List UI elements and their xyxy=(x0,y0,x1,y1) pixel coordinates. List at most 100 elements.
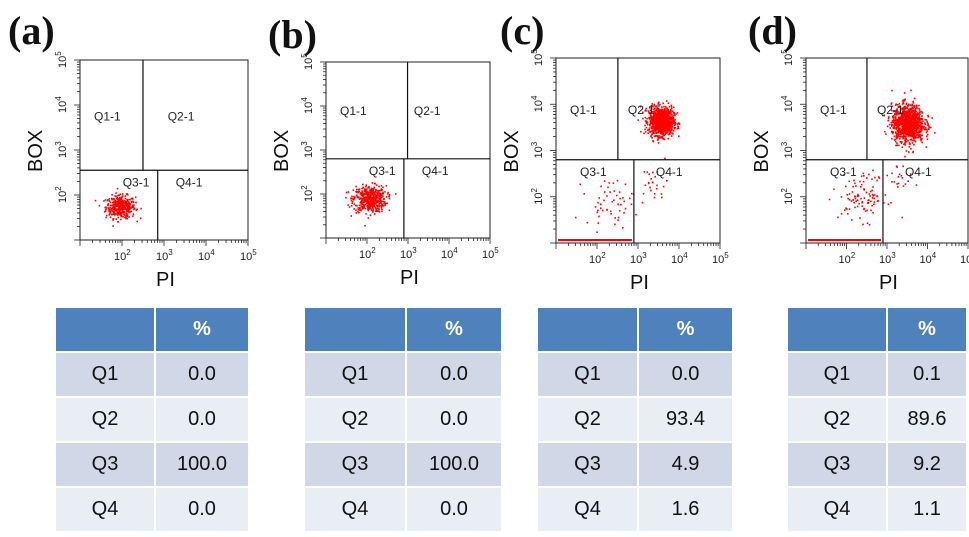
quadrant-value: 9.2 xyxy=(886,441,968,488)
data-point xyxy=(897,186,899,188)
data-point xyxy=(910,117,913,119)
data-point xyxy=(109,210,111,213)
data-point xyxy=(655,119,657,121)
data-point xyxy=(657,103,659,105)
data-point xyxy=(924,122,926,124)
data-point xyxy=(375,196,378,199)
data-point xyxy=(904,119,906,121)
data-point xyxy=(117,221,119,223)
x-tick-label: 102 xyxy=(359,246,376,261)
data-point xyxy=(370,204,373,207)
data-point xyxy=(115,192,117,194)
data-point xyxy=(363,190,366,192)
table-header-blank xyxy=(536,306,639,353)
data-point xyxy=(883,114,885,117)
data-point xyxy=(116,201,119,204)
data-point xyxy=(843,174,845,176)
data-point xyxy=(660,125,662,127)
data-point xyxy=(902,137,904,140)
data-point xyxy=(111,213,114,215)
data-point xyxy=(911,131,914,133)
data-point xyxy=(663,119,666,122)
data-point xyxy=(913,121,915,123)
data-point xyxy=(917,134,920,137)
data-point xyxy=(658,110,660,113)
data-point xyxy=(871,189,873,192)
quadrant-label: Q2-1 xyxy=(414,104,441,118)
data-point xyxy=(903,121,905,123)
data-point xyxy=(913,113,915,116)
data-point xyxy=(666,114,669,117)
x-tick-label: 102 xyxy=(589,251,606,266)
data-point xyxy=(356,191,358,193)
data-point xyxy=(624,207,627,210)
data-point xyxy=(657,135,659,138)
data-point xyxy=(912,137,915,140)
data-point xyxy=(366,204,369,207)
data-point xyxy=(903,120,905,122)
data-point xyxy=(645,121,648,124)
data-point xyxy=(667,119,669,122)
data-point xyxy=(115,218,117,220)
panel-label: (d) xyxy=(748,8,797,53)
data-point xyxy=(662,185,665,188)
data-point xyxy=(916,114,919,116)
data-point xyxy=(867,202,869,204)
data-point xyxy=(904,129,906,131)
data-point xyxy=(904,142,906,145)
data-point xyxy=(855,185,857,187)
data-point xyxy=(371,187,374,190)
data-point xyxy=(114,204,117,207)
data-point xyxy=(917,131,919,134)
y-tick-label: 103 xyxy=(530,141,545,158)
data-point xyxy=(376,205,379,208)
data-point xyxy=(126,215,129,218)
data-point xyxy=(597,222,599,224)
data-point xyxy=(109,212,112,214)
data-point xyxy=(891,89,893,92)
data-point xyxy=(899,118,901,120)
data-point xyxy=(379,192,382,195)
data-point xyxy=(910,111,913,113)
data-point xyxy=(117,209,119,211)
quadrant-value: 100.0 xyxy=(154,441,250,488)
data-point xyxy=(379,197,382,199)
data-point xyxy=(380,206,383,209)
data-point xyxy=(921,141,923,144)
data-point xyxy=(380,189,383,191)
data-point xyxy=(112,208,115,211)
data-point xyxy=(116,187,119,190)
data-point xyxy=(127,198,129,201)
data-point xyxy=(872,186,874,188)
x-tick-label: 104 xyxy=(198,248,215,263)
data-point xyxy=(903,100,906,102)
quadrant-name: Q3 xyxy=(303,441,407,488)
data-point xyxy=(122,216,124,218)
quadrant-label: Q3-1 xyxy=(369,164,396,178)
data-point xyxy=(384,201,386,203)
data-point xyxy=(897,132,899,135)
data-point xyxy=(917,125,920,127)
data-point xyxy=(369,199,372,201)
data-point xyxy=(140,207,142,210)
quadrant-label: Q4-1 xyxy=(656,165,683,179)
data-point xyxy=(362,186,364,189)
data-point xyxy=(908,113,910,115)
data-point xyxy=(677,127,680,130)
data-point xyxy=(901,107,904,109)
data-point xyxy=(925,127,927,129)
table-header-row: % xyxy=(303,306,503,353)
data-point xyxy=(870,209,872,212)
data-point xyxy=(123,213,126,216)
data-point xyxy=(659,120,662,122)
data-point xyxy=(642,111,644,114)
data-point xyxy=(915,113,917,116)
data-point xyxy=(905,102,908,105)
data-point xyxy=(662,114,664,116)
quadrant-value: 0.1 xyxy=(886,351,968,398)
data-point xyxy=(619,197,621,200)
panel-b: (b) Q1-1 Q2-1 Q3-1 Q4-1 102 102 103 103 104 104 105… xyxy=(268,12,499,289)
data-point xyxy=(928,125,930,127)
data-point xyxy=(893,115,895,117)
data-point xyxy=(135,209,138,211)
